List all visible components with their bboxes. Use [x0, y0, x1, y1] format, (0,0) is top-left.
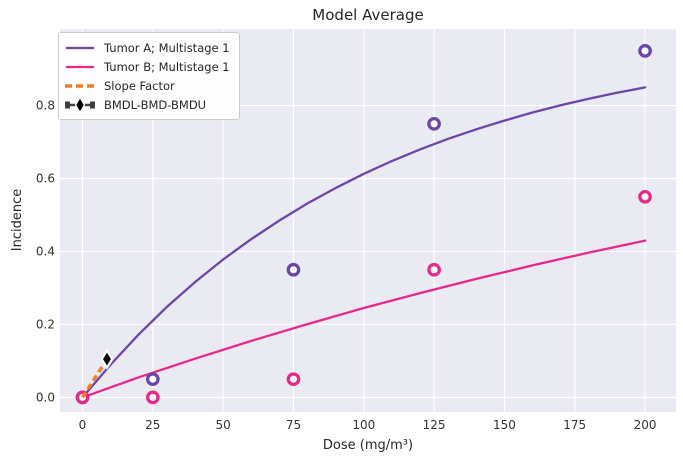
chart-title: Model Average: [312, 6, 424, 24]
x-tick-label: 100: [352, 418, 375, 432]
legend-label-slope-factor: Slope Factor: [104, 78, 175, 93]
y-tick-label: 0.0: [36, 390, 55, 404]
data-point: [427, 116, 441, 131]
y-tick-label: 0.4: [36, 245, 55, 259]
dose-response-curve: [81, 86, 647, 399]
data-point: [427, 262, 441, 277]
legend: Tumor A; Multistage 1 Tumor B; Multistag…: [58, 32, 240, 120]
x-tick-label: 125: [423, 418, 446, 432]
data-point: [638, 44, 652, 58]
x-tick-label: 150: [493, 418, 516, 432]
x-tick-label: 200: [634, 418, 657, 432]
data-point: [145, 372, 160, 387]
y-axis-label: Incidence: [10, 188, 25, 252]
x-tick-label: 175: [563, 418, 586, 432]
slope-factor-dashed-line-icon: [65, 83, 95, 88]
bmd-diamond-marker: [100, 348, 114, 370]
y-tick-label: 0.6: [36, 172, 55, 186]
x-tick-label: 75: [286, 418, 301, 432]
legend-item-slope-factor: Slope Factor: [65, 76, 230, 95]
dose-response-curve: [81, 239, 647, 399]
x-tick-label: 0: [79, 418, 87, 432]
x-tick-label: 50: [216, 418, 231, 432]
slope-factor-line: [81, 358, 109, 399]
tumor-a-line-icon: [66, 46, 94, 49]
data-point: [145, 390, 160, 405]
y-tick-label: 0.2: [36, 317, 55, 331]
tumor-b-line-icon: [66, 65, 94, 68]
x-axis-label: Dose (mg/m³): [322, 438, 414, 453]
legend-label-tumor-a: Tumor A; Multistage 1: [104, 40, 230, 55]
bmd-errorbar-diamond-icon: [65, 95, 95, 114]
data-point: [286, 372, 301, 387]
legend-label-bmdl-bmd-bmdu: BMDL-BMD-BMDU: [104, 97, 207, 112]
legend-item-tumor-b: Tumor B; Multistage 1: [65, 57, 230, 76]
legend-item-bmdl-bmd-bmdu: BMDL-BMD-BMDU: [65, 95, 230, 114]
data-point: [286, 262, 301, 277]
x-tick-label: 25: [145, 418, 160, 432]
data-point: [638, 189, 652, 204]
legend-item-tumor-a: Tumor A; Multistage 1: [65, 38, 230, 57]
legend-label-tumor-b: Tumor B; Multistage 1: [104, 59, 230, 74]
y-tick-label: 0.8: [36, 99, 55, 113]
